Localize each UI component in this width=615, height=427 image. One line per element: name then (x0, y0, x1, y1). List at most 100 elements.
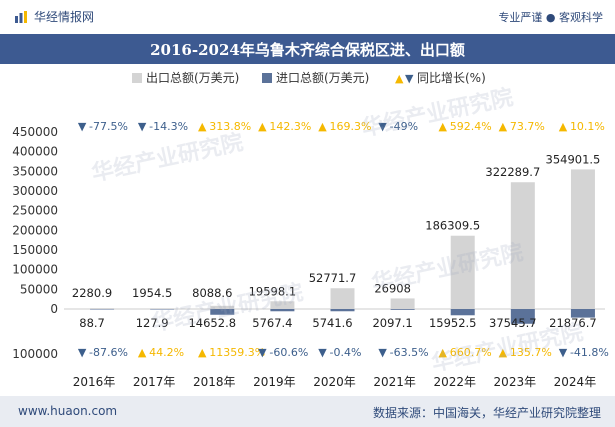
y-tick-label: 50000 (20, 282, 58, 296)
export-value-label: 19598.1 (249, 284, 297, 298)
import-value-label: 14652.8 (188, 316, 236, 330)
import-value-label: 37545.7 (489, 316, 537, 330)
x-tick-label: 2022年 (433, 375, 476, 389)
export-value-label: 26908 (374, 281, 411, 295)
growth-down-icon: ▼ (559, 346, 568, 359)
import-value-label: 15952.5 (429, 316, 477, 330)
chart: 出口总额(万美元) 进口总额(万美元) ▲ ▼ 同比增长(%)4500004000003… (12, 71, 609, 389)
footer: www.huaon.com 数据来源：中国海关，华经产业研究院整理 (0, 396, 615, 427)
import-value-label: 21876.7 (549, 316, 597, 330)
import-bar (90, 309, 115, 310)
import-bar (210, 309, 235, 315)
import-growth-label: 44.2% (149, 346, 184, 359)
import-bar (270, 309, 295, 312)
import-value-label: 127.9 (136, 316, 169, 330)
import-value-label: 2097.1 (372, 316, 412, 330)
growth-down-icon: ▼ (378, 120, 387, 133)
import-growth-label: 135.7% (510, 346, 552, 359)
title-bar: 2016-2024年乌鲁木齐综合保税区进、出口额 (0, 34, 615, 64)
import-bar (390, 309, 415, 310)
export-growth-label: 592.4% (450, 120, 492, 133)
export-growth-label: -77.5% (89, 120, 128, 133)
x-tick-label: 2019年 (253, 375, 296, 389)
export-bar (90, 308, 115, 309)
y-tick-label: 350000 (12, 164, 58, 178)
import-bar (570, 309, 595, 318)
y-tick-label: 400000 (12, 145, 58, 159)
top-bar: 华经情报网 专业严谨 ● 客观科学 (0, 0, 615, 34)
growth-down-icon: ▼ (258, 346, 267, 359)
growth-down-icon: ▼ (78, 120, 87, 133)
brand-name: 华经情报网 (34, 10, 95, 24)
export-growth-label: 313.8% (209, 120, 251, 133)
import-value-label: 5741.6 (312, 316, 352, 330)
growth-up-icon: ▲ (499, 346, 508, 359)
x-tick-label: 2023年 (494, 375, 537, 389)
export-growth-label: 142.3% (269, 120, 311, 133)
x-tick-label: 2021年 (373, 375, 416, 389)
legend-label-yoy: 同比增长(%) (417, 71, 486, 85)
footer-source: 数据来源：中国海关，华经产业研究院整理 (372, 406, 601, 420)
import-bar (450, 309, 475, 316)
import-growth-label: -41.8% (570, 346, 609, 359)
growth-up-icon: ▲ (138, 346, 147, 359)
import-growth-label: 660.7% (450, 346, 492, 359)
export-value-label: 52771.7 (309, 271, 357, 285)
import-growth-label: -0.4% (330, 346, 362, 359)
import-growth-label: -63.5% (390, 346, 429, 359)
y-tick-label: 200000 (12, 223, 58, 237)
export-value-label: 322289.7 (485, 165, 540, 179)
y-tick-label: 100000 (12, 263, 58, 277)
import-growth-label: -87.6% (89, 346, 128, 359)
growth-down-icon: ▼ (318, 346, 327, 359)
y-tick-label: 100000 (12, 347, 58, 361)
export-bar (150, 308, 175, 309)
legend-swatch-export (132, 73, 142, 83)
x-tick-label: 2020年 (313, 375, 356, 389)
y-tick-label: 150000 (12, 243, 58, 257)
y-tick-label: 250000 (12, 204, 58, 218)
import-bar (330, 309, 355, 312)
brand: 华经情报网 (14, 8, 94, 25)
export-bar (450, 235, 475, 309)
export-growth-label: -49% (390, 120, 418, 133)
import-growth-label: 11359.3% (209, 346, 265, 359)
x-tick-label: 2017年 (133, 375, 176, 389)
x-tick-label: 2018年 (193, 375, 236, 389)
export-growth-label: 73.7% (510, 120, 545, 133)
growth-up-icon: ▲ (559, 120, 568, 133)
chart-title: 2016-2024年乌鲁木齐综合保税区进、出口额 (150, 40, 465, 59)
export-bar (510, 182, 535, 309)
y-tick-label: 450000 (12, 125, 58, 139)
legend-up-icon: ▲ (395, 72, 404, 85)
growth-down-icon: ▼ (78, 346, 87, 359)
export-value-label: 8088.6 (192, 286, 232, 300)
brand-logo-icon (15, 10, 27, 23)
import-value-label: 88.7 (79, 316, 105, 330)
export-bar (390, 298, 415, 309)
growth-up-icon: ▲ (438, 120, 447, 133)
growth-up-icon: ▲ (198, 120, 207, 133)
import-growth-label: -60.6% (269, 346, 308, 359)
growth-up-icon: ▲ (258, 120, 267, 133)
legend-label-export: 出口总额(万美元) (146, 71, 239, 85)
export-growth-label: -14.3% (149, 120, 188, 133)
growth-up-icon: ▲ (318, 120, 327, 133)
import-bar (510, 309, 535, 324)
footer-website-link[interactable]: www.huaon.com (18, 404, 118, 418)
slogan: 专业严谨 ● 客观科学 (498, 11, 603, 24)
import-value-label: 5767.4 (252, 316, 292, 330)
export-value-label: 2280.9 (72, 286, 112, 300)
legend-swatch-import (262, 73, 272, 83)
growth-down-icon: ▼ (378, 346, 387, 359)
y-tick-label: 0 (50, 302, 58, 316)
export-growth-label: 169.3% (330, 120, 372, 133)
export-value-label: 354901.5 (546, 152, 601, 166)
growth-up-icon: ▲ (438, 346, 447, 359)
import-bar (150, 309, 175, 310)
legend-down-icon: ▼ (405, 72, 414, 85)
y-tick-label: 300000 (12, 184, 58, 198)
legend-label-import: 进口总额(万美元) (276, 71, 369, 85)
growth-up-icon: ▲ (499, 120, 508, 133)
growth-down-icon: ▼ (138, 120, 147, 133)
